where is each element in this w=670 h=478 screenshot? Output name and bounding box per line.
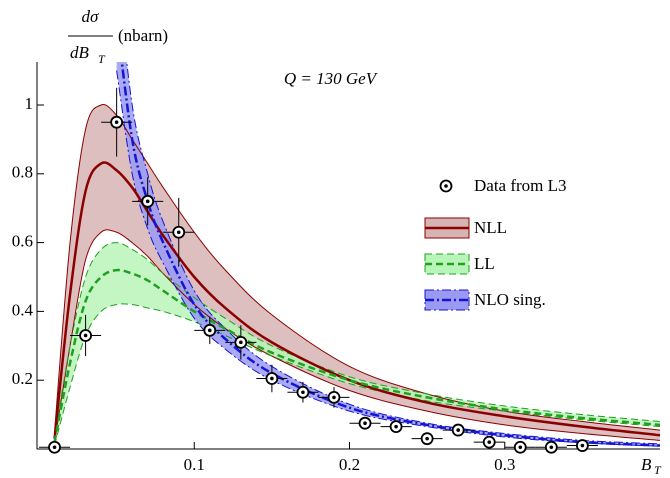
- plot-area: [53, 62, 660, 447]
- data-point-dot: [425, 436, 429, 441]
- x-tick-label: 0.3: [494, 455, 515, 474]
- x-tick-label: 0.1: [184, 455, 205, 474]
- legend-label: Data from L3: [474, 176, 567, 195]
- data-point-dot: [52, 445, 57, 450]
- x-label-sub: T: [654, 463, 662, 477]
- band: [54, 242, 660, 446]
- y-label-unit: (nbarn): [118, 26, 168, 45]
- band-edge: [54, 242, 660, 439]
- band-edge: [126, 62, 660, 445]
- y-tick-label: 0.4: [12, 300, 34, 319]
- y-tick-label: 0.2: [12, 369, 33, 388]
- y-label-sub: T: [98, 52, 106, 66]
- data-point-dot: [207, 328, 212, 333]
- data-point-dot: [518, 445, 523, 450]
- y-label-denominator: dB: [70, 43, 90, 62]
- data-point-dot: [176, 230, 181, 235]
- band-edge: [54, 303, 660, 446]
- band-edge: [116, 70, 660, 447]
- data-point-dot: [145, 199, 150, 204]
- data-point-dot: [363, 421, 367, 426]
- data-point-dot: [332, 395, 336, 400]
- data-point-dot: [487, 440, 492, 444]
- line: [53, 161, 660, 439]
- data-point-dot: [114, 120, 119, 124]
- data-point-dot: [549, 445, 554, 450]
- legend-label: NLL: [474, 218, 507, 237]
- legend-marker-dot: [444, 184, 448, 188]
- y-tick-label: 1: [25, 94, 34, 113]
- y-label-numerator: dσ: [82, 7, 100, 26]
- data-point-dot: [239, 340, 243, 345]
- data-point-dot: [301, 390, 305, 395]
- legend-label: LL: [474, 254, 495, 273]
- y-tick-label: 0.8: [12, 163, 33, 182]
- annotation: Q = 130 GeV: [284, 69, 379, 88]
- data-point-dot: [580, 443, 585, 448]
- data-point-dot: [270, 376, 274, 381]
- legend: Data from L3 NLL LL NLO sing.: [424, 176, 567, 311]
- x-tick-label: 0.2: [339, 455, 360, 474]
- band: [116, 62, 660, 447]
- data-point-dot: [456, 428, 460, 432]
- x-label: B: [641, 455, 652, 474]
- band-edge: [54, 229, 660, 443]
- data-point-dot: [83, 333, 88, 338]
- line: [120, 62, 660, 447]
- data-point-dot: [394, 424, 398, 429]
- legend-label: NLO sing.: [474, 290, 546, 309]
- y-tick-label: 0.6: [12, 232, 33, 251]
